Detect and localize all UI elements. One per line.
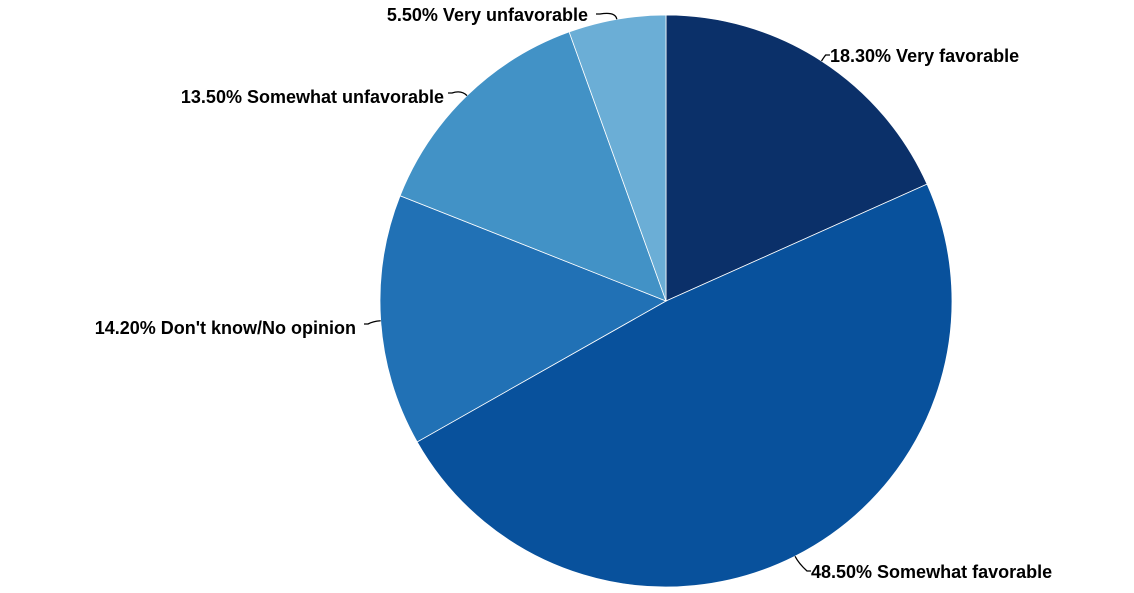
leader-line-somewhat-unfavorable <box>448 91 468 97</box>
leader-line-dont-know-no-opinion <box>364 320 381 325</box>
pie-slice-dont-know-no-opinion <box>379 195 667 443</box>
data-label-somewhat-favorable: 48.50% Somewhat favorable <box>811 562 1052 582</box>
pie-slices <box>379 14 953 588</box>
pie-slice-very-unfavorable <box>568 14 667 302</box>
leader-line-very-unfavorable <box>596 12 618 20</box>
data-label-very-favorable: 18.30% Very favorable <box>830 46 1019 66</box>
data-labels: 18.30% Very favorable 48.50% Somewhat fa… <box>95 5 1052 582</box>
data-label-very-unfavorable: 5.50% Very unfavorable <box>387 5 588 25</box>
leader-lines <box>364 12 830 572</box>
data-label-somewhat-unfavorable: 13.50% Somewhat unfavorable <box>181 87 444 107</box>
data-label-dont-know-no-opinion: 14.20% Don't know/No opinion <box>95 318 356 338</box>
leader-line-very-favorable <box>820 54 830 62</box>
leader-line-somewhat-favorable <box>794 555 811 572</box>
